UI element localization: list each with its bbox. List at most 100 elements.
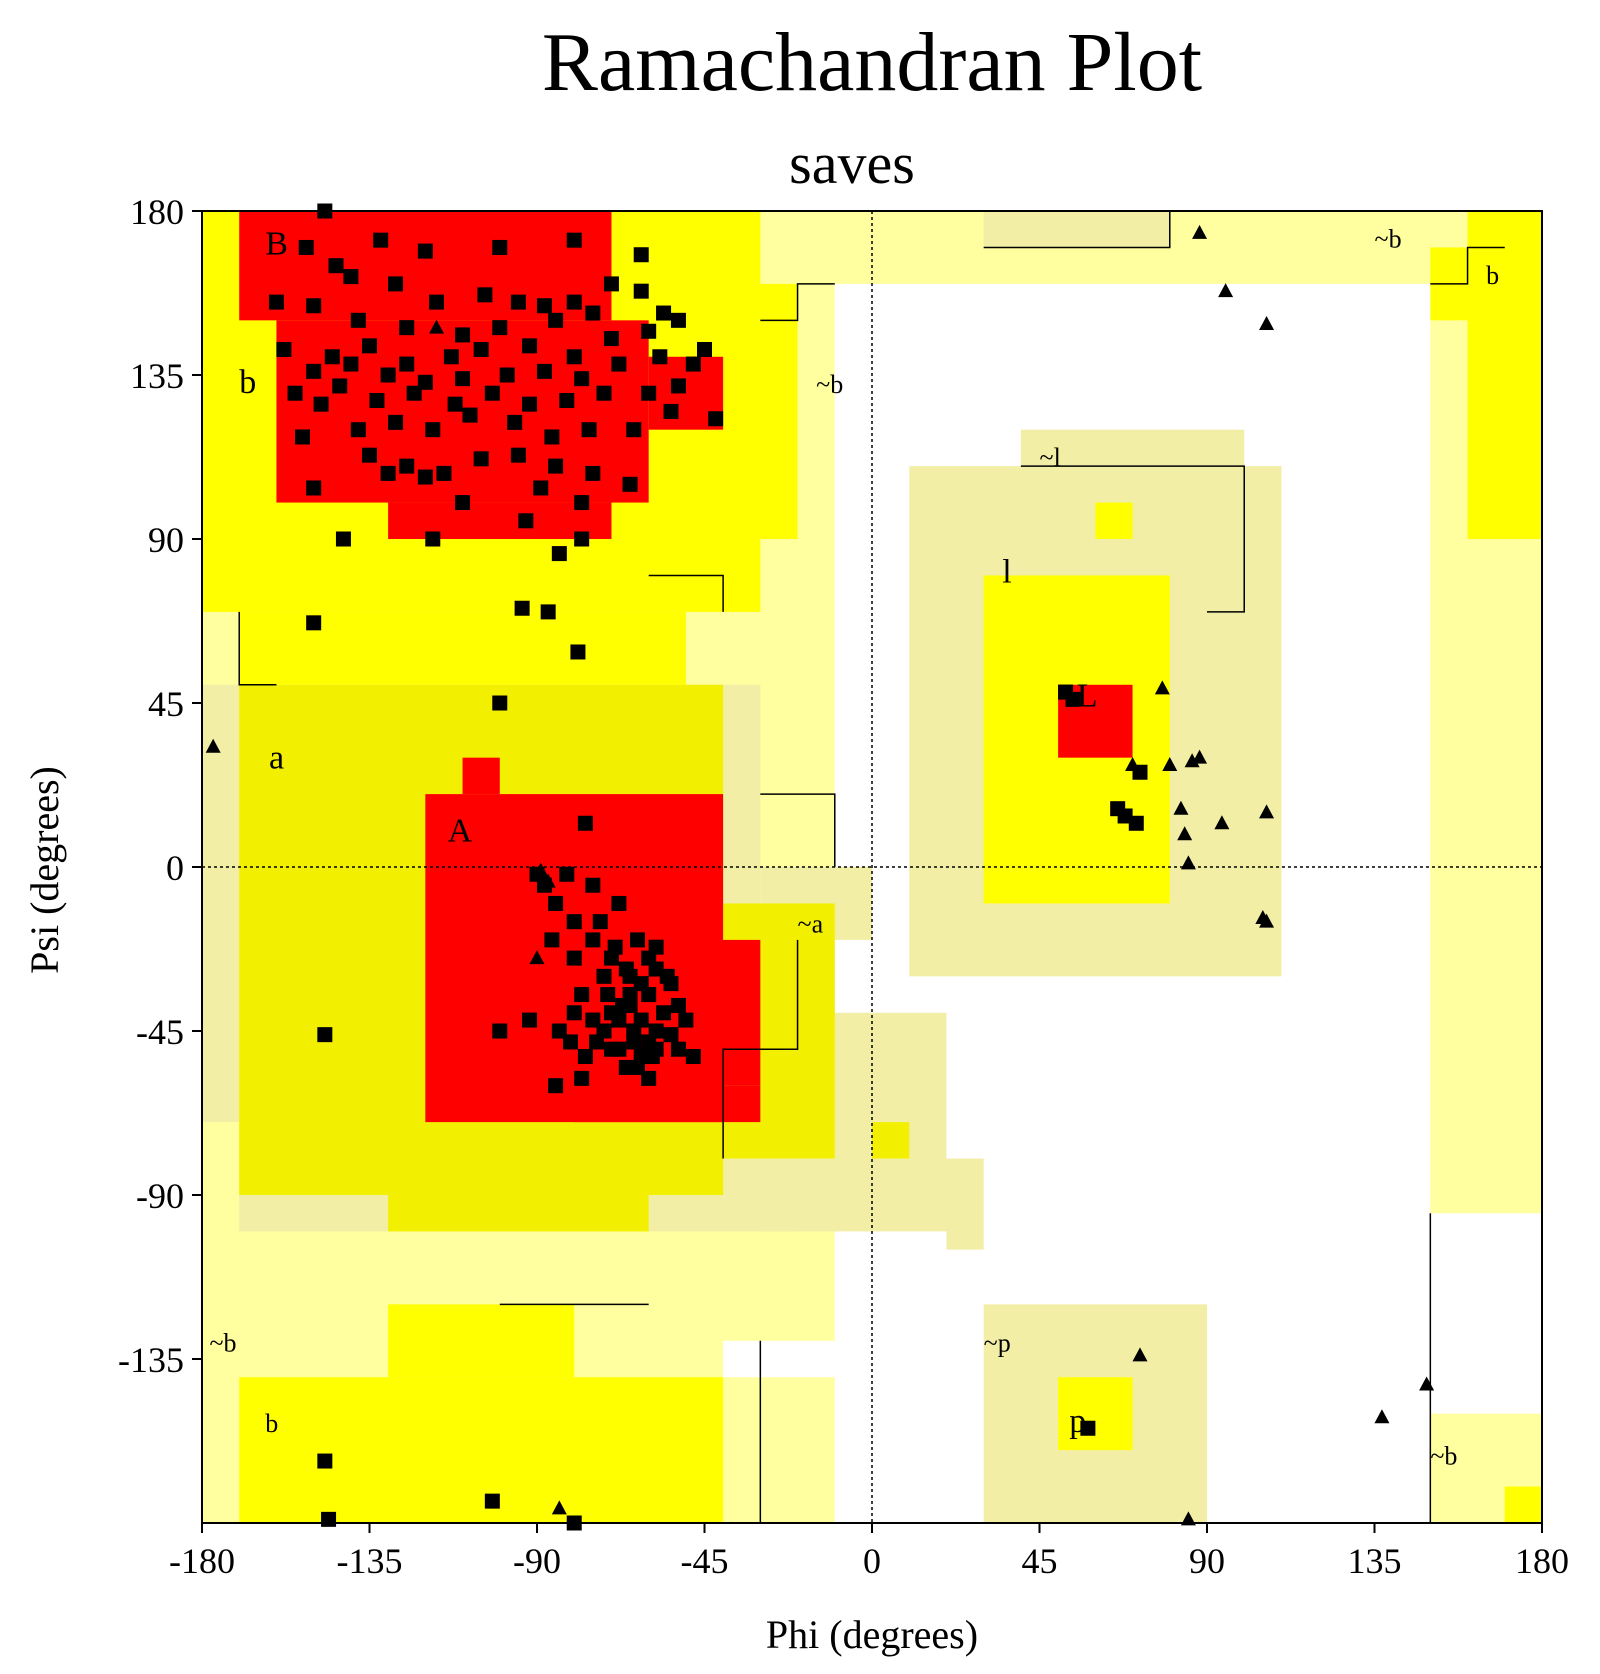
point-square-63 <box>462 407 478 423</box>
point-square-147 <box>611 895 627 911</box>
point-square-67 <box>626 422 642 438</box>
point-square-101 <box>585 932 601 948</box>
point-square-59 <box>313 396 329 412</box>
region-allowed-25 <box>1095 502 1133 539</box>
point-triangle-15 <box>1177 826 1193 841</box>
point-square-85 <box>425 531 441 547</box>
point-square-72 <box>436 465 452 481</box>
point-square-43 <box>536 363 552 379</box>
point-triangle-12 <box>1184 753 1200 768</box>
region-generous_alt-6 <box>946 1158 984 1250</box>
point-square-156 <box>492 1023 508 1039</box>
point-triangle-22 <box>551 1500 567 1515</box>
point-square-167 <box>321 1511 337 1527</box>
chart-subtitle: saves <box>789 131 915 196</box>
point-square-65 <box>544 429 560 445</box>
point-square-130 <box>641 1034 657 1050</box>
point-square-132 <box>615 997 631 1013</box>
point-triangle-8 <box>1259 315 1275 330</box>
point-square-87 <box>551 546 567 562</box>
point-triangle-13 <box>1192 749 1208 764</box>
point-square-151 <box>585 877 601 893</box>
region-label-0: B <box>265 226 288 263</box>
point-square-91 <box>540 604 556 620</box>
point-square-164 <box>1128 815 1144 831</box>
point-square-38 <box>343 356 359 372</box>
point-square-17 <box>306 298 322 314</box>
point-square-48 <box>287 385 303 401</box>
zero-crosshair <box>202 211 1542 1523</box>
region-allowed_alt-20 <box>872 1122 910 1159</box>
point-square-54 <box>522 396 538 412</box>
point-square-23 <box>585 305 601 321</box>
region-generous_alt-9 <box>1020 429 1245 467</box>
point-square-70 <box>362 447 377 463</box>
y-tick-label-3: 45 <box>148 684 184 724</box>
point-square-14 <box>566 294 582 310</box>
point-square-55 <box>559 393 575 409</box>
point-square-34 <box>641 323 657 339</box>
point-triangle-0 <box>205 738 221 753</box>
region-boundary-3 <box>760 793 836 867</box>
point-square-36 <box>276 341 292 357</box>
y-tick-label-6: -90 <box>136 1176 184 1216</box>
region-allowed-29 <box>1504 1486 1542 1523</box>
y-axis-label: Psi (degrees) <box>22 766 67 974</box>
point-square-60 <box>350 422 366 438</box>
region-boundary-9 <box>760 283 835 322</box>
point-square-30 <box>473 341 489 357</box>
point-square-21 <box>492 320 508 336</box>
point-square-37 <box>306 363 322 379</box>
point-square-15 <box>603 276 619 292</box>
region-boundary-2 <box>722 939 799 1159</box>
data-points <box>205 203 1435 1531</box>
region-allowed-26 <box>1058 1377 1133 1451</box>
point-square-144 <box>648 939 664 955</box>
point-square-47 <box>685 356 701 372</box>
region-boundary-5 <box>1430 246 1505 285</box>
point-square-9 <box>388 276 404 292</box>
point-square-16 <box>268 294 284 310</box>
point-square-113 <box>566 1005 582 1021</box>
point-square-92 <box>570 644 586 660</box>
point-square-6 <box>298 239 314 255</box>
point-square-158 <box>317 1027 333 1043</box>
point-square-42 <box>499 367 515 383</box>
point-square-145 <box>607 939 623 955</box>
region-label-3: ~b <box>1375 224 1402 253</box>
point-square-3 <box>492 239 508 255</box>
point-triangle-25 <box>1419 1376 1435 1391</box>
region-boundary-8 <box>648 574 724 612</box>
region-label-11: ~b <box>209 1329 236 1358</box>
point-square-135 <box>577 1049 593 1065</box>
point-triangle-5 <box>529 950 545 965</box>
y-tick-label-7: -135 <box>118 1340 184 1380</box>
point-square-10 <box>429 294 444 310</box>
point-square-46 <box>652 349 668 365</box>
point-square-44 <box>574 371 590 387</box>
point-square-1 <box>373 232 389 248</box>
point-square-28 <box>399 356 415 372</box>
point-triangle-14 <box>1173 800 1189 815</box>
point-square-31 <box>522 338 538 354</box>
point-square-35 <box>670 312 686 328</box>
point-square-95 <box>708 411 724 427</box>
region-label-8: a <box>269 740 284 777</box>
point-square-22 <box>548 312 564 328</box>
x-tick-label-4: 0 <box>863 1541 881 1581</box>
point-square-86 <box>518 513 534 529</box>
region-core-35 <box>462 757 500 795</box>
point-square-129 <box>656 1005 672 1021</box>
region-label-2: ~b <box>816 370 843 399</box>
point-square-7 <box>328 258 344 274</box>
point-square-131 <box>626 1023 642 1039</box>
region-label-4: b <box>1486 261 1499 290</box>
point-square-134 <box>589 1034 605 1050</box>
point-square-160 <box>1065 691 1081 707</box>
point-square-25 <box>656 305 672 321</box>
point-square-66 <box>581 422 597 438</box>
region-label-1: b <box>239 364 256 401</box>
point-triangle-23 <box>1180 1511 1196 1526</box>
x-tick-label-2: -90 <box>513 1541 561 1581</box>
